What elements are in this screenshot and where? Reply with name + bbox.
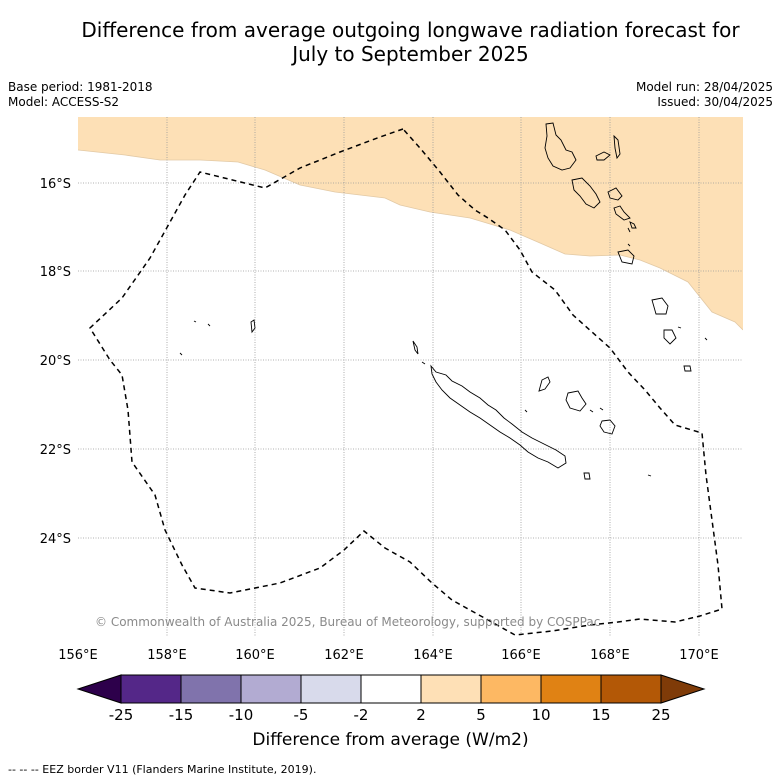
- new-caledonia-island: [430, 364, 567, 469]
- meta-right: Model run: 28/04/2025 Issued: 30/04/2025: [636, 80, 773, 110]
- colorbar-label: Difference from average (W/m2): [252, 730, 529, 750]
- colorbar-tick: -5: [294, 706, 309, 724]
- vanuatu-shepherd: [629, 221, 637, 229]
- longitude-labels: 156°E 158°E 160°E 162°E 164°E 166°E 168°…: [58, 648, 719, 663]
- colorbar-segment: [360, 674, 422, 704]
- colorbar-segment: [180, 674, 242, 704]
- eez-border: [89, 128, 723, 636]
- base-period-text: Base period: 1981-2018: [8, 80, 153, 94]
- vanuatu-efate: [617, 249, 635, 265]
- colorbar-tick: 15: [591, 706, 610, 724]
- lat-label: 24°S: [40, 532, 71, 547]
- vanuatu-tanna: [663, 329, 677, 345]
- anomaly-shading: [78, 117, 743, 330]
- copyright-text: © Commonwealth of Australia 2025, Bureau…: [95, 615, 600, 629]
- belep-islands: [412, 340, 419, 355]
- lon-label: 168°E: [590, 648, 630, 663]
- lon-label: 158°E: [147, 648, 187, 663]
- anomaly-boundary: [78, 149, 743, 331]
- colorbar: [76, 674, 706, 704]
- colorbar-tick: 2: [416, 706, 426, 724]
- lon-label: 164°E: [413, 648, 453, 663]
- colorbar-tick: 25: [651, 706, 670, 724]
- chesterfield-islands: [250, 319, 256, 334]
- lon-label: 156°E: [58, 648, 98, 663]
- colorbar-segment: [540, 674, 602, 704]
- colorbar-tick: -15: [169, 706, 194, 724]
- lon-label: 160°E: [235, 648, 275, 663]
- colorbar-ticks: -25 -15 -10 -5 -2 2 5 10 15 25: [109, 706, 671, 724]
- colorbar-tick: 5: [476, 706, 486, 724]
- colorbar-segment: [420, 674, 482, 704]
- colorbar-segment: [300, 674, 362, 704]
- issued-text: Issued: 30/04/2025: [657, 95, 773, 109]
- lon-label: 170°E: [679, 648, 719, 663]
- latitude-labels: 16°S 18°S 20°S 22°S 24°S: [40, 177, 71, 547]
- coastlines: [179, 122, 708, 480]
- colorbar-tick: -2: [354, 706, 369, 724]
- vanuatu-maewo: [613, 134, 621, 160]
- meta-left: Base period: 1981-2018 Model: ACCESS-S2: [8, 80, 153, 110]
- lat-label: 18°S: [40, 265, 71, 280]
- vanuatu-epi: [613, 205, 631, 221]
- colorbar-tick: -10: [229, 706, 254, 724]
- lat-label: 22°S: [40, 443, 71, 458]
- title-line-1: Difference from average outgoing longwav…: [81, 18, 740, 42]
- colorbar-segment: [480, 674, 542, 704]
- title-line-2: July to September 2025: [292, 42, 529, 66]
- loyalty-islands-mare: [599, 419, 616, 435]
- vanuatu-espiritu-santo: [544, 122, 577, 171]
- lon-label: 162°E: [324, 648, 364, 663]
- colorbar-segment: [240, 674, 302, 704]
- eez-legend-note: -- -- -- EEZ border V11 (Flanders Marine…: [8, 763, 317, 776]
- loyalty-islands-ouvea: [538, 376, 551, 392]
- isle-of-pines: [583, 472, 591, 480]
- lon-label: 166°E: [501, 648, 541, 663]
- colorbar-segment: [120, 674, 182, 704]
- model-run-text: Model run: 28/04/2025: [635, 80, 773, 94]
- colorbar-tick: -25: [109, 706, 134, 724]
- vanuatu-erromango: [651, 297, 669, 315]
- colorbar-extend-low: [76, 674, 122, 704]
- chart-title: Difference from average outgoing longwav…: [0, 18, 781, 66]
- colorbar-tick: 10: [531, 706, 550, 724]
- lat-label: 20°S: [40, 354, 71, 369]
- vanuatu-pentecost: [607, 187, 623, 201]
- model-text: Model: ACCESS-S2: [8, 95, 120, 109]
- vanuatu-aneityum: [683, 365, 692, 372]
- loyalty-islands-lifou: [565, 390, 587, 412]
- colorbar-extend-high: [660, 674, 706, 704]
- colorbar-segment: [600, 674, 662, 704]
- vanuatu-malekula: [571, 177, 601, 209]
- lat-label: 16°S: [40, 177, 71, 192]
- vanuatu-ambae: [595, 151, 611, 161]
